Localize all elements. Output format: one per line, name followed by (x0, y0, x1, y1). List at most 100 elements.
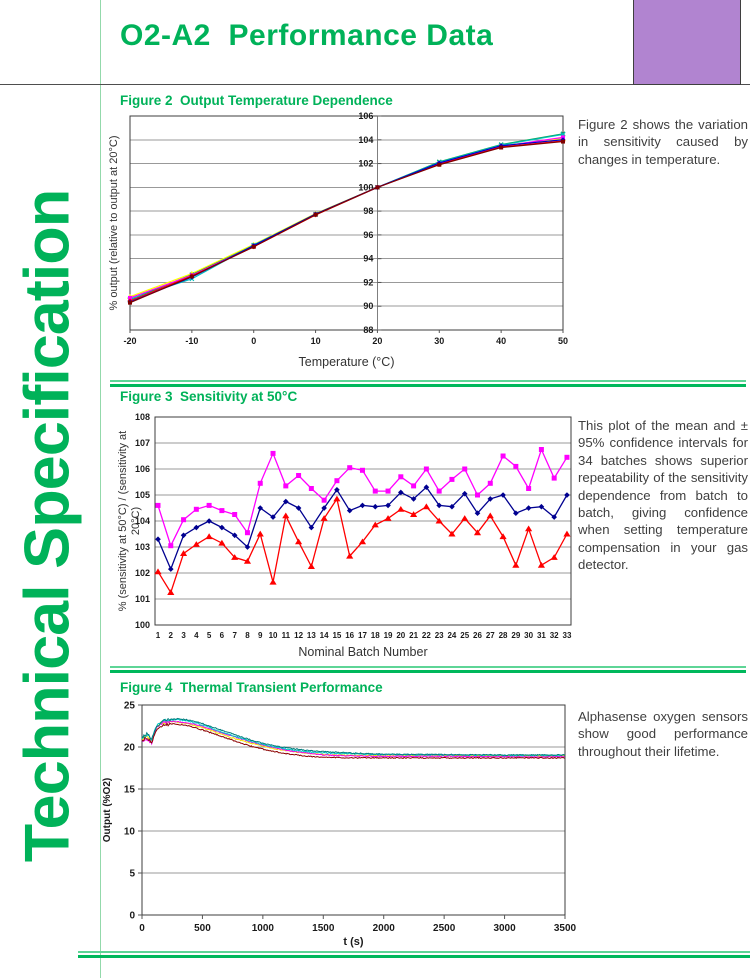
svg-text:4: 4 (194, 631, 199, 640)
svg-text:106: 106 (135, 464, 150, 474)
figure4-note: Alphasense oxygen sensors show good perf… (578, 709, 748, 759)
svg-text:2000: 2000 (373, 923, 396, 934)
svg-text:Temperature (°C): Temperature (°C) (299, 355, 395, 369)
svg-text:1: 1 (156, 631, 161, 640)
figure4-heading: Figure 4 Thermal Transient Performance (120, 680, 383, 695)
svg-text:1000: 1000 (252, 923, 275, 934)
left-vertical-rule (100, 0, 101, 978)
page-title: O2-A2 Performance Data (120, 19, 494, 52)
separator-thin-line (110, 666, 746, 668)
svg-text:-10: -10 (185, 336, 198, 346)
svg-text:t (s): t (s) (343, 936, 364, 948)
section-separator (110, 666, 746, 673)
svg-text:20: 20 (372, 336, 382, 346)
figure2-heading: Figure 2 Output Temperature Dependence (120, 93, 393, 108)
svg-text:18: 18 (371, 631, 380, 640)
svg-text:96: 96 (363, 230, 373, 240)
svg-text:10: 10 (124, 827, 136, 838)
svg-text:105: 105 (135, 490, 150, 500)
svg-text:102: 102 (135, 568, 150, 578)
svg-text:9: 9 (258, 631, 263, 640)
svg-text:8: 8 (245, 631, 250, 640)
svg-text:20: 20 (124, 743, 136, 754)
svg-text:103: 103 (135, 542, 150, 552)
separator-thick-line (110, 670, 746, 673)
svg-text:100: 100 (358, 182, 373, 192)
svg-text:20°C): 20°C) (130, 507, 142, 535)
svg-text:2: 2 (169, 631, 174, 640)
svg-text:2500: 2500 (433, 923, 456, 934)
svg-text:12: 12 (294, 631, 303, 640)
svg-text:50: 50 (558, 336, 568, 346)
svg-text:13: 13 (307, 631, 316, 640)
svg-text:107: 107 (135, 438, 150, 448)
header-divider-line (0, 84, 750, 85)
svg-text:Output (%O2): Output (%O2) (102, 778, 113, 842)
svg-text:90: 90 (363, 301, 373, 311)
figure3-heading: Figure 3 Sensitivity at 50°C (120, 389, 298, 404)
svg-text:10: 10 (311, 336, 321, 346)
svg-text:100: 100 (135, 620, 150, 630)
svg-text:98: 98 (363, 206, 373, 216)
page-bottom-separator (78, 951, 750, 958)
svg-text:23: 23 (435, 631, 444, 640)
svg-text:24: 24 (447, 631, 456, 640)
svg-text:22: 22 (422, 631, 431, 640)
svg-text:92: 92 (363, 277, 373, 287)
svg-text:% output (relative to output a: % output (relative to output at 20°C) (108, 136, 120, 311)
svg-text:40: 40 (496, 336, 506, 346)
svg-text:30: 30 (434, 336, 444, 346)
svg-text:21: 21 (409, 631, 418, 640)
svg-text:-20: -20 (123, 336, 136, 346)
svg-text:33: 33 (563, 631, 572, 640)
svg-text:25: 25 (460, 631, 469, 640)
svg-text:106: 106 (358, 111, 373, 121)
svg-text:32: 32 (550, 631, 559, 640)
svg-text:6: 6 (220, 631, 225, 640)
svg-text:104: 104 (358, 135, 373, 145)
svg-text:5: 5 (129, 869, 135, 880)
svg-text:3: 3 (181, 631, 186, 640)
svg-text:15: 15 (124, 785, 136, 796)
svg-text:5: 5 (207, 631, 212, 640)
svg-text:11: 11 (282, 631, 291, 640)
svg-text:29: 29 (511, 631, 520, 640)
svg-text:108: 108 (135, 412, 150, 422)
svg-text:25: 25 (124, 701, 136, 712)
svg-text:0: 0 (139, 923, 145, 934)
section-separator (110, 380, 746, 387)
svg-text:3500: 3500 (554, 923, 577, 934)
svg-text:104: 104 (135, 516, 150, 526)
figure3-note: This plot of the mean and ± 95% confiden… (578, 418, 748, 573)
svg-text:28: 28 (499, 631, 508, 640)
svg-text:27: 27 (486, 631, 495, 640)
svg-text:19: 19 (384, 631, 393, 640)
svg-text:500: 500 (194, 923, 211, 934)
svg-text:94: 94 (363, 254, 373, 264)
corner-accent-box (633, 0, 741, 85)
svg-text:17: 17 (358, 631, 367, 640)
figure4-thermal-transient-chart: 0 5 10 15 20 25 0 500 1000 1500 2000 2500 3000 3500 t … (102, 701, 577, 949)
sidebar-title: Technical Specification (12, 189, 82, 863)
svg-text:16: 16 (345, 631, 354, 640)
separator-thin-line (110, 380, 746, 382)
svg-text:31: 31 (537, 631, 546, 640)
svg-text:Nominal Batch Number: Nominal Batch Number (298, 645, 427, 659)
svg-text:26: 26 (473, 631, 482, 640)
svg-text:1500: 1500 (312, 923, 335, 934)
separator-thick-line (78, 955, 750, 958)
svg-text:0: 0 (251, 336, 256, 346)
sidebar-title-wrap: Technical Specification (0, 96, 94, 956)
svg-text:10: 10 (269, 631, 278, 640)
figure2-note: Figure 2 shows the variation in sensitiv… (578, 117, 748, 167)
svg-text:% (sensitivity at 50°C) / (sen: % (sensitivity at 50°C) / (sensitivity a… (117, 431, 129, 611)
svg-text:102: 102 (358, 159, 373, 169)
svg-text:15: 15 (332, 631, 341, 640)
svg-text:7: 7 (232, 631, 237, 640)
svg-text:14: 14 (320, 631, 329, 640)
svg-text:20: 20 (396, 631, 405, 640)
figure2-temperature-dependence-chart: 88 90 92 94 96 98 100 102 104 106 -20 -10 0 10 20 30 40 5… (108, 111, 568, 369)
separator-thick-line (110, 384, 746, 387)
